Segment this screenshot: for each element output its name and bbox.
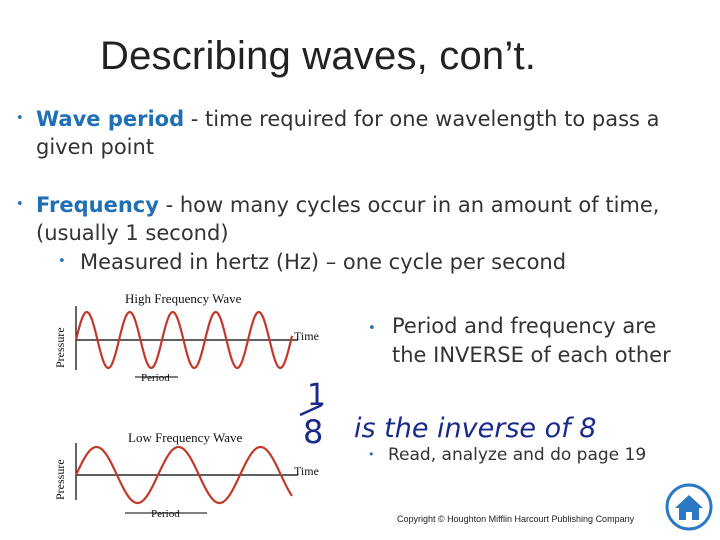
bullet-dot: • (16, 197, 24, 212)
bullet-frequency: • Frequency - how many cycles occur in a… (16, 191, 706, 247)
copyright-text: Copyright © Houghton Mifflin Harcourt Pu… (397, 514, 635, 524)
high-frequency-wave (74, 310, 294, 370)
low-frequency-title: Low Frequency Wave (128, 430, 242, 445)
handwritten-phrase: is the inverse of 8 (354, 413, 596, 444)
assignment-note: • Read, analyze and do page 19 (368, 445, 647, 465)
bullet-term: Wave period (36, 107, 185, 131)
high-period-label: Period (141, 372, 170, 384)
low-time-label: Time (294, 464, 319, 478)
bullet-text: - time required for one wavelength to pa… (36, 107, 660, 159)
bullet-dot: • (58, 254, 66, 269)
home-icon (665, 483, 713, 531)
side-note: • Period and frequency are the INVERSE o… (368, 312, 692, 370)
sub-bullet-hertz: • Measured in hertz (Hz) – one cycle per… (58, 250, 567, 274)
low-frequency-wave (75, 445, 293, 505)
bullet-text: - how many cycles occur in an amount of … (36, 193, 660, 245)
handwritten-denominator: 8 (303, 413, 323, 451)
high-time-label: Time (294, 329, 319, 343)
high-frequency-title: High Frequency Wave (125, 291, 242, 306)
bullet-term: Frequency (36, 193, 159, 217)
sub-bullet-text: Measured in hertz (Hz) – one cycle per s… (80, 250, 567, 274)
slide-title: Describing waves, con’t. (100, 34, 537, 78)
bullet-wave-period: • Wave period - time required for one wa… (16, 105, 696, 161)
handwritten-fraction-bar (299, 403, 323, 417)
high-pressure-label: Pressure (53, 327, 67, 368)
low-period-label: Period (151, 508, 180, 520)
bullet-dot: • (16, 111, 24, 126)
bullet-dot: • (368, 448, 375, 461)
low-pressure-label: Pressure (53, 459, 67, 500)
bullet-dot: • (368, 321, 376, 336)
assignment-text: Read, analyze and do page 19 (388, 445, 647, 465)
side-note-text: Period and frequency are the INVERSE of … (392, 314, 671, 367)
home-button[interactable] (665, 483, 713, 535)
